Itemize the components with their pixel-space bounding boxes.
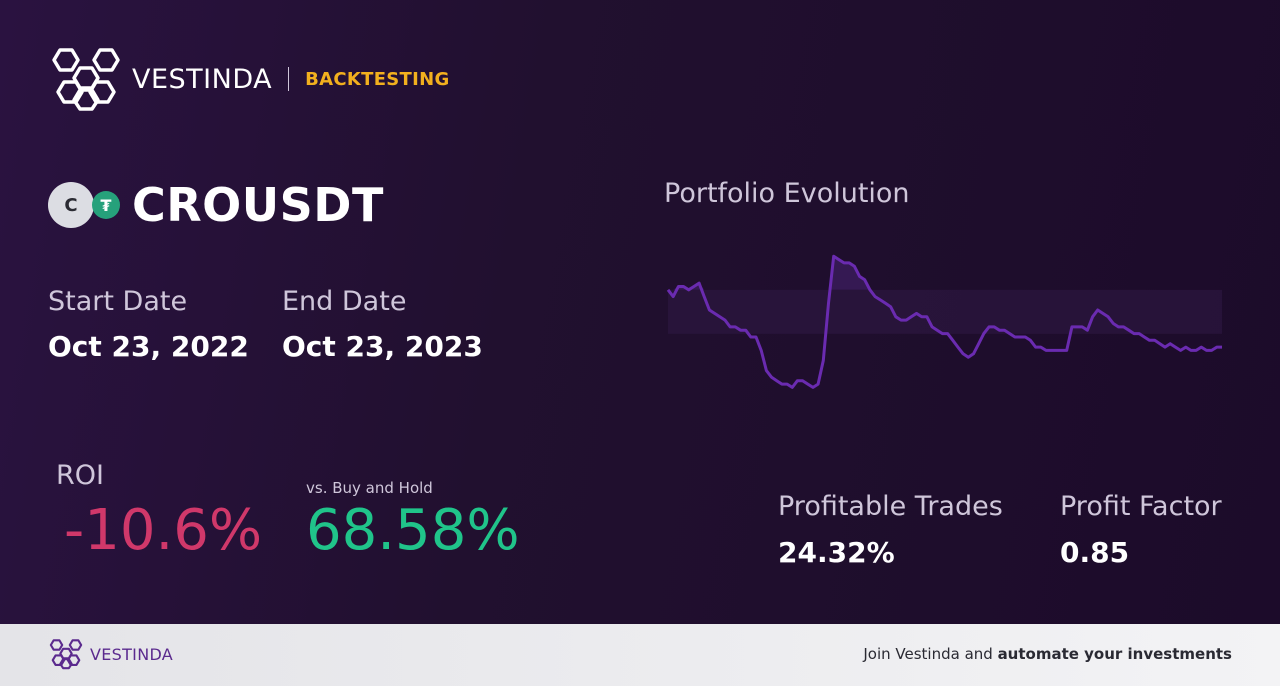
brand-tag: BACKTESTING (305, 68, 450, 90)
main-panel: VESTINDA BACKTESTING C ₮ CROUSDT Start D… (0, 0, 1280, 624)
footer-brand[interactable]: VESTINDA (48, 638, 173, 670)
profitable-trades-label: Profitable Trades (778, 491, 1003, 522)
footer-brand-name: VESTINDA (90, 644, 174, 664)
profitable-trades-value: 24.32% (778, 536, 895, 569)
vs-buy-hold-value: 68.58% (306, 498, 520, 563)
cro-coin-icon: C (48, 182, 94, 228)
brand-divider (288, 67, 290, 91)
roi-label: ROI (56, 460, 104, 491)
vestinda-logo-icon (52, 48, 120, 111)
footer-bar: VESTINDA Join Vestinda and automate your… (0, 624, 1280, 686)
profit-factor-value: 0.85 (1060, 536, 1130, 569)
trading-pair: C ₮ CROUSDT (48, 178, 384, 232)
start-date-value: Oct 23, 2022 (48, 330, 249, 363)
vestinda-logo-icon (49, 639, 83, 670)
profit-factor-label: Profit Factor (1060, 491, 1222, 522)
chart-title: Portfolio Evolution (664, 178, 910, 209)
series-area (668, 256, 1222, 290)
brand-header: VESTINDA BACKTESTING (48, 46, 450, 112)
pair-title: CROUSDT (132, 178, 384, 232)
end-date-value: Oct 23, 2023 (282, 330, 483, 363)
series-line (666, 254, 1222, 389)
baseline-band (668, 289, 1222, 334)
footer-cta-prefix: Join Vestinda and (863, 645, 998, 663)
roi-value: -10.6% (64, 498, 263, 563)
portfolio-chart (666, 254, 1222, 389)
brand-name: VESTINDA (132, 63, 273, 95)
tether-coin-icon: ₮ (92, 191, 120, 219)
start-date-label: Start Date (48, 286, 188, 317)
end-date-label: End Date (282, 286, 407, 317)
footer-cta-bold: automate your investments (997, 645, 1232, 663)
footer-cta[interactable]: Join Vestinda and automate your investme… (863, 645, 1232, 663)
vs-buy-hold-label: vs. Buy and Hold (306, 479, 433, 497)
